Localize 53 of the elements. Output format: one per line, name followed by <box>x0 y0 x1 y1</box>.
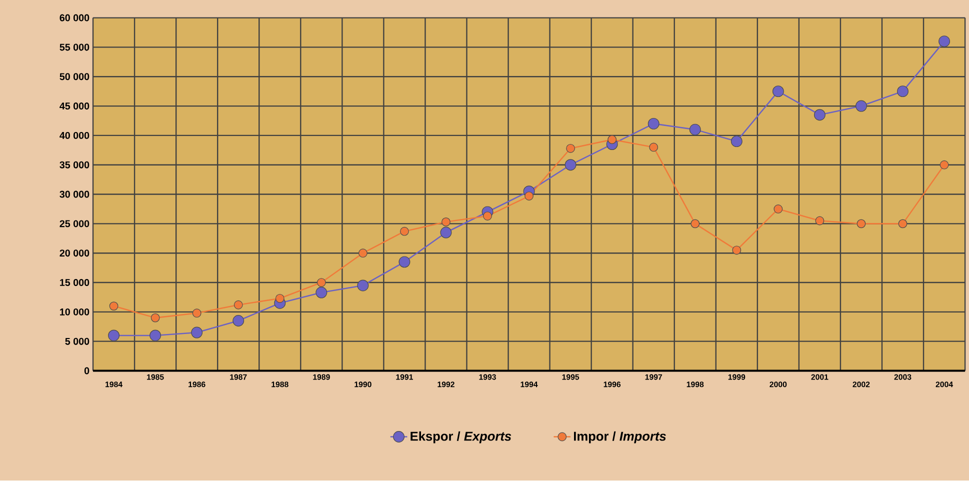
point <box>232 315 244 327</box>
y-tick-label: 55 000 <box>60 44 90 51</box>
point <box>150 314 160 323</box>
y-tick-label: 0 <box>84 368 90 374</box>
point <box>897 86 908 98</box>
y-tick-label: 25 000 <box>60 220 90 228</box>
point <box>442 218 450 227</box>
point <box>564 159 576 171</box>
point <box>732 246 742 255</box>
point <box>191 327 203 338</box>
point <box>938 36 950 48</box>
legend-label: Impor / Imports <box>574 432 666 444</box>
point <box>940 160 949 170</box>
y-tick-label: 20 000 <box>60 250 90 257</box>
legend-label: Ekspor / Exports <box>410 432 512 444</box>
point <box>815 216 824 226</box>
point <box>898 219 908 228</box>
point <box>234 300 243 310</box>
point <box>316 287 328 298</box>
y-tick-label: 35 000 <box>60 162 90 169</box>
point <box>524 192 534 201</box>
point <box>689 124 701 136</box>
point <box>316 278 326 288</box>
point <box>440 227 452 238</box>
point <box>649 143 658 152</box>
y-tick-label: 5 000 <box>65 338 90 346</box>
point <box>566 144 576 154</box>
y-tick-label: 45 000 <box>60 102 90 110</box>
point <box>690 219 700 228</box>
point <box>150 330 162 342</box>
point <box>108 330 120 342</box>
point <box>774 204 783 214</box>
y-tick-label: 40 000 <box>60 132 90 140</box>
point <box>814 109 826 121</box>
point <box>192 308 202 318</box>
point <box>856 219 866 228</box>
point <box>398 256 410 268</box>
point <box>275 294 284 304</box>
point <box>856 100 867 112</box>
y-tick-label: 50 000 <box>60 73 90 80</box>
point <box>608 135 617 144</box>
y-tick-label: 10 000 <box>60 308 90 316</box>
point <box>483 212 492 221</box>
y-tick-label: 60 000 <box>60 14 90 22</box>
point <box>730 136 742 148</box>
point <box>400 227 409 236</box>
y-tick-label: 15 000 <box>60 279 90 286</box>
point <box>772 86 784 98</box>
point <box>358 248 368 258</box>
point <box>109 302 118 311</box>
point <box>648 118 660 130</box>
point <box>357 280 369 292</box>
y-tick-label: 30 000 <box>60 191 90 198</box>
